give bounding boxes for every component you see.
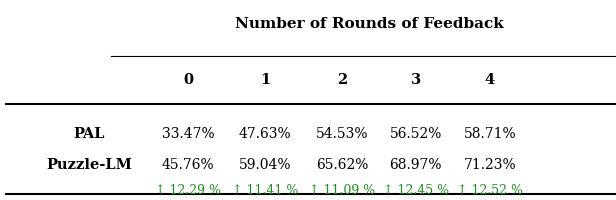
Text: 54.53%: 54.53% bbox=[315, 127, 368, 141]
Text: PAL: PAL bbox=[73, 127, 105, 141]
Text: 65.62%: 65.62% bbox=[315, 158, 368, 172]
Text: 47.63%: 47.63% bbox=[238, 127, 291, 141]
Text: Number of Rounds of Feedback: Number of Rounds of Feedback bbox=[235, 17, 504, 31]
Text: 59.04%: 59.04% bbox=[238, 158, 291, 172]
Text: 3: 3 bbox=[411, 73, 421, 87]
Text: 1: 1 bbox=[260, 73, 270, 87]
Text: ↑ 12.45 %: ↑ 12.45 % bbox=[383, 184, 449, 198]
Text: 0: 0 bbox=[183, 73, 193, 87]
Text: 56.52%: 56.52% bbox=[389, 127, 442, 141]
Text: 71.23%: 71.23% bbox=[463, 158, 516, 172]
Text: 4: 4 bbox=[485, 73, 495, 87]
Text: 45.76%: 45.76% bbox=[161, 158, 214, 172]
Text: ↑ 12.52 %: ↑ 12.52 % bbox=[456, 184, 523, 198]
Text: ↑ 11.09 %: ↑ 11.09 % bbox=[309, 184, 375, 198]
Text: Puzzle-LM: Puzzle-LM bbox=[46, 158, 132, 172]
Text: 33.47%: 33.47% bbox=[161, 127, 214, 141]
Text: ↑ 12.29 %: ↑ 12.29 % bbox=[155, 184, 221, 198]
Text: 2: 2 bbox=[337, 73, 347, 87]
Text: 68.97%: 68.97% bbox=[389, 158, 442, 172]
Text: 58.71%: 58.71% bbox=[463, 127, 516, 141]
Text: ↑ 11.41 %: ↑ 11.41 % bbox=[232, 184, 298, 198]
